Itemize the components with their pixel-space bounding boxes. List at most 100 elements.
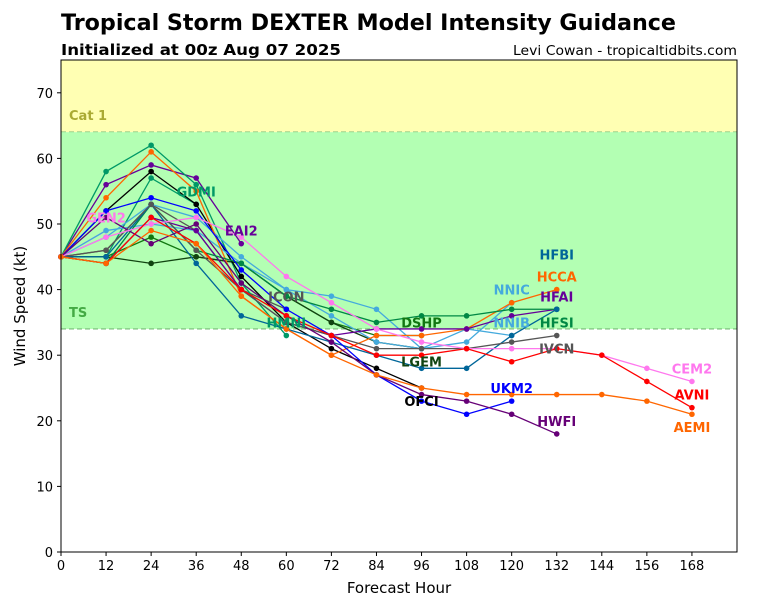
- data-point-hfbi: [418, 365, 425, 372]
- data-point-hcca: [553, 286, 560, 293]
- x-tick-label: 0: [57, 559, 65, 574]
- data-point-avni: [328, 332, 335, 339]
- data-point-hwfi: [418, 391, 425, 398]
- data-point-ivcn: [193, 247, 199, 254]
- data-point-hfai: [463, 326, 470, 332]
- series-line-hfsi: [60, 203, 557, 324]
- x-tick-label: 168: [680, 559, 705, 574]
- x-tick-label: 144: [589, 559, 614, 574]
- data-point-hcca: [148, 149, 154, 155]
- data-point-aemi: [463, 391, 470, 398]
- data-point-aemi: [418, 385, 425, 391]
- data-point-hfsi: [508, 306, 515, 313]
- data-point-avni: [689, 404, 695, 411]
- data-point-hmni: [103, 168, 109, 175]
- series-label-hfsi: HFSI: [540, 316, 574, 331]
- data-point-nnic: [373, 306, 380, 313]
- data-point-nnib: [328, 313, 335, 319]
- y-tick-label: 0: [45, 546, 53, 561]
- data-point-hfbi: [463, 365, 470, 372]
- series-label-nnic: NNIC: [494, 284, 530, 299]
- data-point-ivcn: [373, 345, 380, 352]
- data-point-hfsi: [238, 260, 245, 267]
- data-point-avni: [553, 345, 560, 352]
- x-axis-label: Forecast Hour: [347, 579, 452, 597]
- data-point-hwfi: [553, 431, 560, 437]
- data-point-avni: [463, 345, 470, 352]
- series-label-gdmi: GDMI: [177, 185, 216, 200]
- data-point-cem2: [689, 378, 695, 385]
- data-point-ukm2: [193, 208, 199, 214]
- data-point-hcca: [508, 299, 515, 306]
- data-point-cem2: [238, 234, 245, 240]
- data-point-nnib: [283, 286, 290, 293]
- data-point-hwfi: [103, 214, 109, 221]
- data-point-hwfi: [148, 240, 154, 247]
- data-point-hcca: [103, 194, 109, 201]
- data-point-hfsi: [373, 319, 380, 326]
- data-point-ivcn: [508, 339, 515, 345]
- data-point-hfai: [508, 313, 515, 319]
- x-tick-label: 24: [143, 559, 160, 574]
- data-point-nnic: [328, 293, 335, 299]
- data-point-hwfi: [193, 221, 199, 227]
- y-tick-label: 40: [36, 284, 53, 299]
- data-point-hwfi: [238, 280, 245, 286]
- series-label-hmni: HMNI: [267, 317, 307, 332]
- data-point-ivcn: [148, 201, 154, 208]
- data-point-aemi: [238, 293, 245, 299]
- x-tick-label: 36: [188, 559, 205, 574]
- data-point-hfsi: [463, 313, 470, 319]
- data-point-aemi: [103, 260, 109, 267]
- data-point-hmni: [193, 181, 199, 188]
- series-label-ivcn: IVCN: [539, 343, 574, 358]
- data-point-hfsi: [283, 293, 290, 299]
- y-tick-label: 30: [36, 349, 53, 364]
- chart-title: Tropical Storm DEXTER Model Intensity Gu…: [61, 11, 676, 36]
- series-label-eai2: EAI2: [225, 225, 258, 240]
- data-point-ukm2: [508, 398, 515, 404]
- data-point-avni: [148, 214, 154, 221]
- band-cat-1: [61, 60, 737, 133]
- data-point-avni: [283, 313, 290, 319]
- data-point-ivcn: [283, 319, 290, 326]
- data-point-hfbi: [553, 306, 560, 313]
- series-label-ofci: OFCI: [404, 395, 438, 410]
- data-point-ofci: [193, 201, 199, 208]
- data-point-aemi: [193, 240, 199, 247]
- y-tick-label: 60: [36, 152, 53, 167]
- x-tick-label: 84: [368, 559, 385, 574]
- data-point-lgem: [193, 253, 199, 260]
- series-label-hfbi: HFBI: [539, 248, 574, 263]
- data-point-cem2: [644, 365, 650, 372]
- series-label-lgem: LGEM: [401, 356, 442, 371]
- data-point-eai2: [238, 240, 245, 247]
- series-label-dshp: DSHP: [401, 317, 442, 332]
- data-point-cem2: [418, 339, 425, 345]
- series-label-icon: ICON: [268, 290, 304, 305]
- data-point-hfbi: [103, 253, 109, 260]
- data-point-hmni: [148, 142, 154, 149]
- data-point-cem2: [193, 214, 199, 221]
- data-point-avni: [373, 352, 380, 359]
- series-label-nnib: NNIB: [493, 317, 530, 332]
- data-point-ukm2: [463, 411, 470, 418]
- data-point-ukm2: [238, 267, 245, 273]
- data-point-ofci: [148, 168, 154, 175]
- data-point-nnib: [373, 339, 380, 345]
- series-line-hmni: [60, 144, 287, 336]
- y-tick-label: 70: [36, 87, 53, 102]
- data-point-ukm2: [148, 194, 154, 201]
- data-point-hfai: [418, 326, 425, 332]
- data-point-avni: [599, 352, 605, 359]
- data-point-aemi: [148, 227, 154, 234]
- data-point-nnib: [103, 227, 109, 234]
- data-point-hfai: [193, 227, 199, 234]
- x-tick-label: 60: [278, 559, 295, 574]
- data-point-lgem: [148, 260, 154, 267]
- data-point-cem2: [103, 234, 109, 240]
- data-point-hfsi: [418, 313, 425, 319]
- data-point-dshp: [148, 234, 154, 240]
- data-point-hcca: [193, 188, 199, 194]
- series-label-ukm2: UKM2: [490, 382, 533, 397]
